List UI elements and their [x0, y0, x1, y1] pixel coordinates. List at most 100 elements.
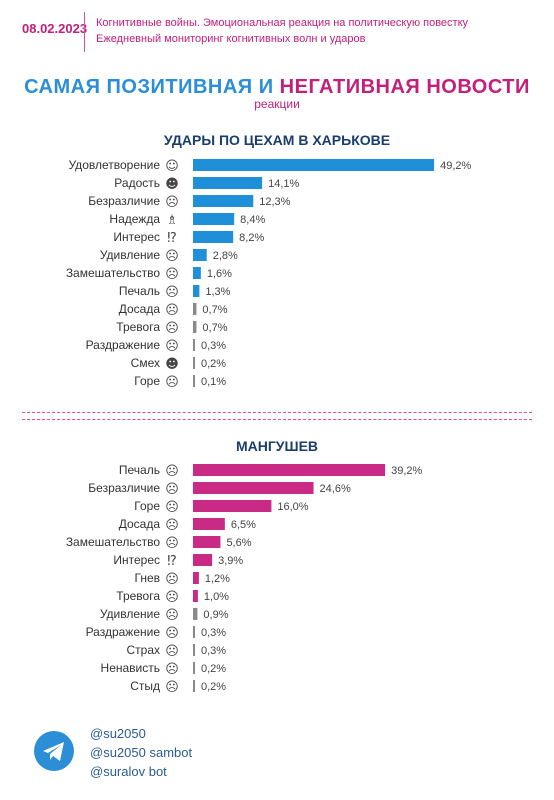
chart-2-bar — [193, 662, 195, 674]
chart-2-bar — [193, 554, 213, 566]
chart-2-bar — [193, 482, 314, 494]
chart-1-emotion-icon: ☹ — [165, 267, 179, 282]
page-title: САМАЯ ПОЗИТИВНАЯ И НЕГАТИВНАЯ НОВОСТИ — [0, 76, 554, 99]
chart-1-bar — [193, 285, 200, 297]
chart-1-category-label: Досада — [119, 302, 161, 316]
chart-2-value-label: 24,6% — [320, 483, 351, 495]
chart-2-category-label: Тревога — [116, 589, 160, 603]
chart-1-category-label: Замешательство — [66, 266, 161, 280]
handle-link-1[interactable]: @su2050 — [90, 726, 146, 741]
chart-2-value-label: 6,5% — [231, 519, 256, 531]
chart-1-value-label: 8,2% — [239, 232, 264, 244]
chart-2-value-label: 3,9% — [218, 555, 243, 567]
chart-1-bar — [193, 159, 435, 171]
chart-2-emotion-icon: ☹ — [165, 536, 179, 551]
chart-2-value-label: 0,3% — [201, 645, 226, 657]
chart-2-bar — [193, 608, 198, 620]
chart-2-value-label: 1,0% — [204, 591, 229, 603]
chart-1-category-label: Горе — [134, 374, 160, 388]
page-subtitle: реакции — [254, 97, 300, 111]
chart-1-emotion-icon: ☻ — [165, 177, 179, 192]
header-subtitle-2: Ежедневный мониторинг когнитивных волн и… — [96, 33, 366, 45]
chart-2-value-label: 39,2% — [391, 465, 422, 477]
chart-1-bar — [193, 177, 263, 189]
chart-2-value-label: 16,0% — [277, 501, 308, 513]
page-title-connector: И — [252, 76, 280, 98]
chart-1-value-label: 8,4% — [240, 214, 265, 226]
chart-2-value-label: 0,2% — [201, 681, 226, 693]
chart-1-value-label: 2,8% — [213, 250, 238, 262]
chart-1-value-label: 1,6% — [207, 268, 232, 280]
telegram-icon[interactable] — [34, 731, 74, 771]
chart-1-category-label: Печаль — [119, 284, 160, 298]
chart-1-emotion-icon: ☺ — [165, 159, 179, 174]
chart-1-emotion-icon: ☹ — [165, 285, 179, 300]
chart-2-bar — [193, 500, 272, 512]
chart-2-category-label: Замешательство — [66, 535, 161, 549]
chart-1-value-label: 49,2% — [440, 160, 471, 172]
page-title-negative: НЕГАТИВНАЯ НОВОСТИ — [279, 76, 530, 98]
chart-2-emotion-icon: ☹ — [165, 590, 179, 605]
chart-2-category-label: Горе — [134, 499, 160, 513]
chart-2-emotion-icon: ☹ — [165, 662, 179, 677]
header-divider — [84, 12, 85, 52]
chart-2-category-label: Стыд — [130, 679, 160, 693]
chart-2-emotion-icon: ☹ — [165, 464, 179, 479]
chart-1-value-label: 1,3% — [205, 286, 230, 298]
chart-1-bar — [193, 249, 207, 261]
telegram-plane-icon — [43, 742, 64, 761]
chart-1-value-label: 0,2% — [201, 358, 226, 370]
chart-1-category-label: Интерес — [113, 230, 160, 244]
chart-1-title: УДАРЫ ПО ЦЕХАМ В ХАРЬКОВЕ — [163, 132, 391, 148]
chart-2-emotion-icon: ☹ — [165, 500, 179, 515]
handle-link-3[interactable]: @suralov bot — [90, 764, 167, 779]
chart-1-bar — [193, 195, 254, 207]
header-subtitle-1: Когнитивные войны. Эмоциональная реакция… — [96, 17, 469, 29]
chart-2-value-label: 0,2% — [201, 663, 226, 675]
chart-2-emotion-icon: ☹ — [165, 482, 179, 497]
chart-1-emotion-icon: ⁉ — [167, 231, 177, 246]
chart-2-value-label: 0,9% — [203, 609, 228, 621]
chart-1-value-label: 0,7% — [202, 304, 227, 316]
chart-2-category-label: Раздражение — [86, 625, 161, 639]
chart-2-value-label: 1,2% — [205, 573, 230, 585]
chart-2-emotion-icon: ☹ — [165, 572, 179, 587]
chart-1-category-label: Удовлетворение — [69, 158, 161, 172]
chart-1-emotion-icon: ☹ — [165, 303, 179, 318]
chart-2-category-label: Страх — [126, 643, 160, 657]
chart-1-bar — [193, 375, 195, 387]
chart-2-category-label: Печаль — [119, 463, 160, 477]
chart-1-category-label: Радость — [114, 176, 160, 190]
chart-1-value-label: 0,7% — [202, 322, 227, 334]
chart-1-bar — [193, 357, 195, 369]
chart-2-emotion-icon: ☹ — [165, 680, 179, 695]
chart-2-bar — [193, 644, 195, 656]
handle-link-2[interactable]: @su2050 sambot — [90, 745, 193, 760]
chart-1-value-label: 0,3% — [201, 340, 226, 352]
chart-1-bar — [193, 267, 201, 279]
chart-2-bar — [193, 680, 195, 692]
chart-1-value-label: 12,3% — [259, 196, 290, 208]
chart-2-bar — [193, 572, 199, 584]
chart-1-category-label: Удивление — [100, 248, 160, 262]
chart-1-emotion-icon: ☻ — [165, 357, 179, 372]
chart-2-bar — [193, 536, 221, 548]
chart-2-emotion-icon: ☹ — [165, 644, 179, 659]
chart-1-value-label: 0,1% — [201, 376, 226, 388]
chart-1: Удовлетворение ☺ 49,2% Радость ☻ 14,1% Безразл… — [66, 158, 472, 390]
chart-2-value-label: 5,6% — [226, 537, 251, 549]
chart-2-category-label: Безразличие — [88, 481, 160, 495]
chart-2-emotion-icon: ☹ — [165, 626, 179, 641]
chart-2-bar — [193, 518, 225, 530]
chart-1-category-label: Раздражение — [86, 338, 161, 352]
chart-1-bar — [193, 213, 235, 225]
chart-1-category-label: Смех — [131, 356, 160, 370]
chart-1-emotion-icon: ☹ — [165, 321, 179, 336]
chart-2-emotion-icon: ⁉ — [167, 554, 177, 569]
chart-2: Печаль ☹ 39,2% Безразличие ☹ 24,6% Горе ☹ 16,0% Д… — [66, 463, 423, 695]
chart-2-category-label: Досада — [119, 517, 161, 531]
chart-1-emotion-icon: ☹ — [165, 339, 179, 354]
chart-2-category-label: Интерес — [113, 553, 160, 567]
chart-1-bar — [193, 339, 195, 351]
chart-2-bar — [193, 464, 386, 476]
